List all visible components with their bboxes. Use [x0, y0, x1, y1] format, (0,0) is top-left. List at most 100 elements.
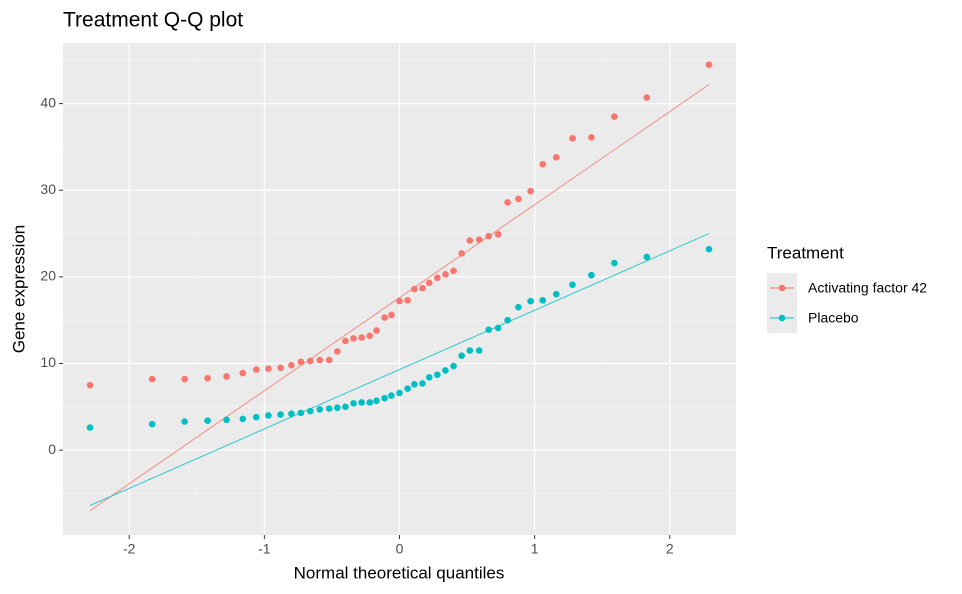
- point: [148, 375, 156, 383]
- point: [466, 347, 474, 354]
- point: [494, 231, 502, 238]
- point: [223, 373, 230, 380]
- x-tick-label: 1: [531, 541, 539, 557]
- point: [450, 267, 457, 275]
- point: [239, 369, 247, 377]
- point: [252, 413, 260, 421]
- point: [396, 389, 403, 397]
- point: [588, 134, 595, 141]
- point: [425, 279, 433, 287]
- point: [86, 381, 94, 389]
- point: [325, 356, 333, 364]
- point: [450, 362, 457, 370]
- point: [411, 380, 418, 388]
- point: [504, 316, 511, 324]
- point: [404, 296, 411, 304]
- point: [515, 303, 522, 311]
- point: [442, 367, 449, 374]
- point: [475, 236, 483, 243]
- point: [325, 405, 333, 412]
- point: [588, 271, 595, 279]
- reference-line: [89, 84, 710, 512]
- point: [277, 411, 284, 418]
- point: [381, 314, 388, 321]
- point: [334, 404, 341, 411]
- point: [515, 195, 522, 203]
- point: [181, 375, 188, 383]
- point: [552, 290, 560, 298]
- point: [239, 415, 247, 423]
- reference-line: [89, 233, 710, 506]
- point: [204, 374, 211, 382]
- point: [334, 348, 341, 355]
- x-tick-label: 0: [396, 541, 404, 557]
- point: [350, 400, 357, 407]
- point: [504, 199, 511, 206]
- point: [552, 154, 560, 161]
- x-tick-label: 2: [666, 541, 674, 557]
- point: [307, 357, 314, 365]
- point: [411, 285, 418, 293]
- y-tick-label: 0: [48, 441, 56, 457]
- point: [316, 406, 324, 413]
- point: [366, 332, 374, 340]
- point: [204, 417, 211, 424]
- point: [265, 365, 272, 372]
- point: [373, 327, 380, 334]
- point: [425, 374, 433, 381]
- point: [419, 380, 426, 387]
- y-tick-label: 40: [40, 94, 56, 110]
- point: [350, 335, 357, 342]
- point: [527, 187, 534, 195]
- x-tick-label: -1: [258, 541, 271, 557]
- point: [643, 253, 651, 261]
- point: [297, 358, 305, 366]
- point: [358, 334, 365, 341]
- point: [316, 356, 324, 364]
- point: [181, 418, 188, 425]
- legend-title: Treatment: [767, 243, 844, 262]
- point: [148, 420, 156, 428]
- point: [396, 297, 403, 305]
- point: [611, 259, 618, 267]
- y-tick-label: 30: [40, 181, 56, 197]
- point: [419, 284, 426, 292]
- point: [705, 245, 713, 253]
- legend-label: Activating factor 42: [808, 280, 927, 296]
- point: [705, 61, 713, 68]
- point: [569, 134, 576, 142]
- point: [342, 403, 349, 411]
- point: [277, 364, 284, 372]
- point: [288, 361, 295, 369]
- point: [539, 160, 547, 168]
- point: [434, 371, 441, 379]
- x-tick-label: -2: [123, 541, 136, 557]
- point: [373, 397, 380, 405]
- point: [358, 399, 365, 406]
- point: [494, 324, 502, 332]
- point: [466, 237, 474, 244]
- point: [475, 347, 483, 354]
- point: [288, 410, 295, 418]
- point: [342, 337, 349, 345]
- point: [86, 424, 94, 431]
- point: [458, 250, 465, 257]
- point: [611, 113, 618, 120]
- point: [434, 274, 441, 282]
- point: [442, 270, 449, 278]
- point: [366, 399, 374, 406]
- point: [569, 281, 576, 288]
- y-tick-label: 20: [40, 268, 56, 284]
- point: [381, 394, 388, 402]
- y-tick-label: 10: [40, 354, 56, 370]
- point: [265, 412, 272, 419]
- point: [223, 416, 230, 424]
- point: [643, 94, 651, 101]
- legend-point: [778, 284, 786, 292]
- point: [539, 296, 547, 304]
- point: [527, 297, 534, 305]
- x-axis-title: Normal theoretical quantiles: [294, 563, 505, 582]
- point: [388, 392, 395, 399]
- point: [404, 385, 411, 392]
